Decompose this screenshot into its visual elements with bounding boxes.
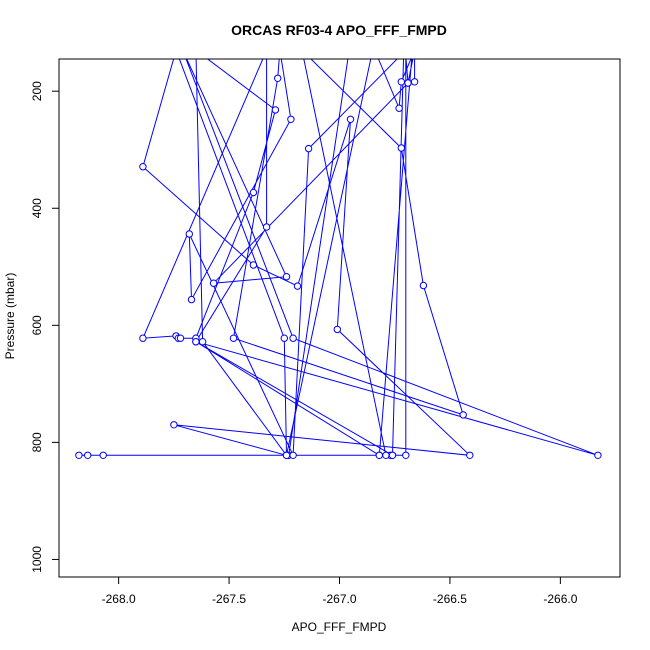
data-point — [289, 334, 297, 342]
x-tick-label: -267.5 — [212, 592, 246, 606]
plot-frame — [58, 58, 621, 578]
data-point — [185, 230, 194, 238]
data-point — [99, 451, 107, 459]
data-point — [271, 106, 280, 114]
data-point — [402, 451, 410, 459]
data-point — [410, 78, 419, 86]
data-point — [170, 421, 178, 429]
data-point — [249, 261, 258, 269]
data-point — [594, 451, 602, 459]
x-tick-label: -268.0 — [102, 592, 136, 606]
x-axis-label: APO_FFF_FMPD — [292, 620, 387, 634]
y-tick-label: 1000 — [30, 546, 44, 573]
data-point — [466, 451, 474, 459]
data-point — [282, 451, 291, 459]
data-point — [198, 338, 207, 346]
y-tick-label: 200 — [30, 81, 44, 101]
data-point — [229, 334, 238, 342]
data-point — [333, 325, 341, 334]
data-point — [304, 144, 313, 153]
series-line-1 — [78, 59, 599, 457]
data-point — [375, 451, 383, 459]
data-point — [346, 115, 355, 124]
data-point — [293, 282, 302, 290]
data-point — [209, 279, 218, 287]
data-point — [139, 334, 147, 342]
data-point — [262, 223, 271, 231]
x-tick-label: -266.5 — [433, 592, 467, 606]
data-point — [459, 411, 467, 419]
data-point — [84, 451, 92, 459]
data-point — [282, 273, 291, 281]
data-point — [404, 79, 412, 87]
y-tick-label: 600 — [30, 315, 44, 335]
data-point — [192, 338, 200, 346]
data-point — [289, 451, 297, 459]
y-tick-label: 800 — [30, 432, 44, 452]
data-point — [75, 451, 83, 459]
y-tick-label: 400 — [30, 198, 44, 218]
data-point — [187, 295, 196, 304]
x-tick-label: -266.0 — [543, 592, 577, 606]
data-point — [395, 104, 403, 112]
y-axis-label: Pressure (mbar) — [3, 273, 17, 360]
data-point — [397, 78, 405, 86]
data-point — [287, 115, 295, 124]
data-point — [419, 281, 428, 290]
plot-area — [75, 59, 602, 459]
data-point — [388, 451, 397, 459]
x-axis: -268.0 -267.5 -267.0 -266.5 -266.0 — [102, 576, 578, 606]
y-axis: 200 400 600 800 1000 — [30, 81, 60, 573]
data-point — [280, 334, 288, 342]
data-point — [139, 163, 147, 171]
data-point — [274, 74, 282, 83]
data-point — [249, 188, 258, 197]
data-point — [382, 451, 390, 459]
data-point — [397, 144, 405, 152]
data-point — [176, 334, 185, 342]
chart-title: ORCAS RF03-4 APO_FFF_FMPD — [231, 22, 447, 38]
x-tick-label: -267.0 — [322, 592, 356, 606]
